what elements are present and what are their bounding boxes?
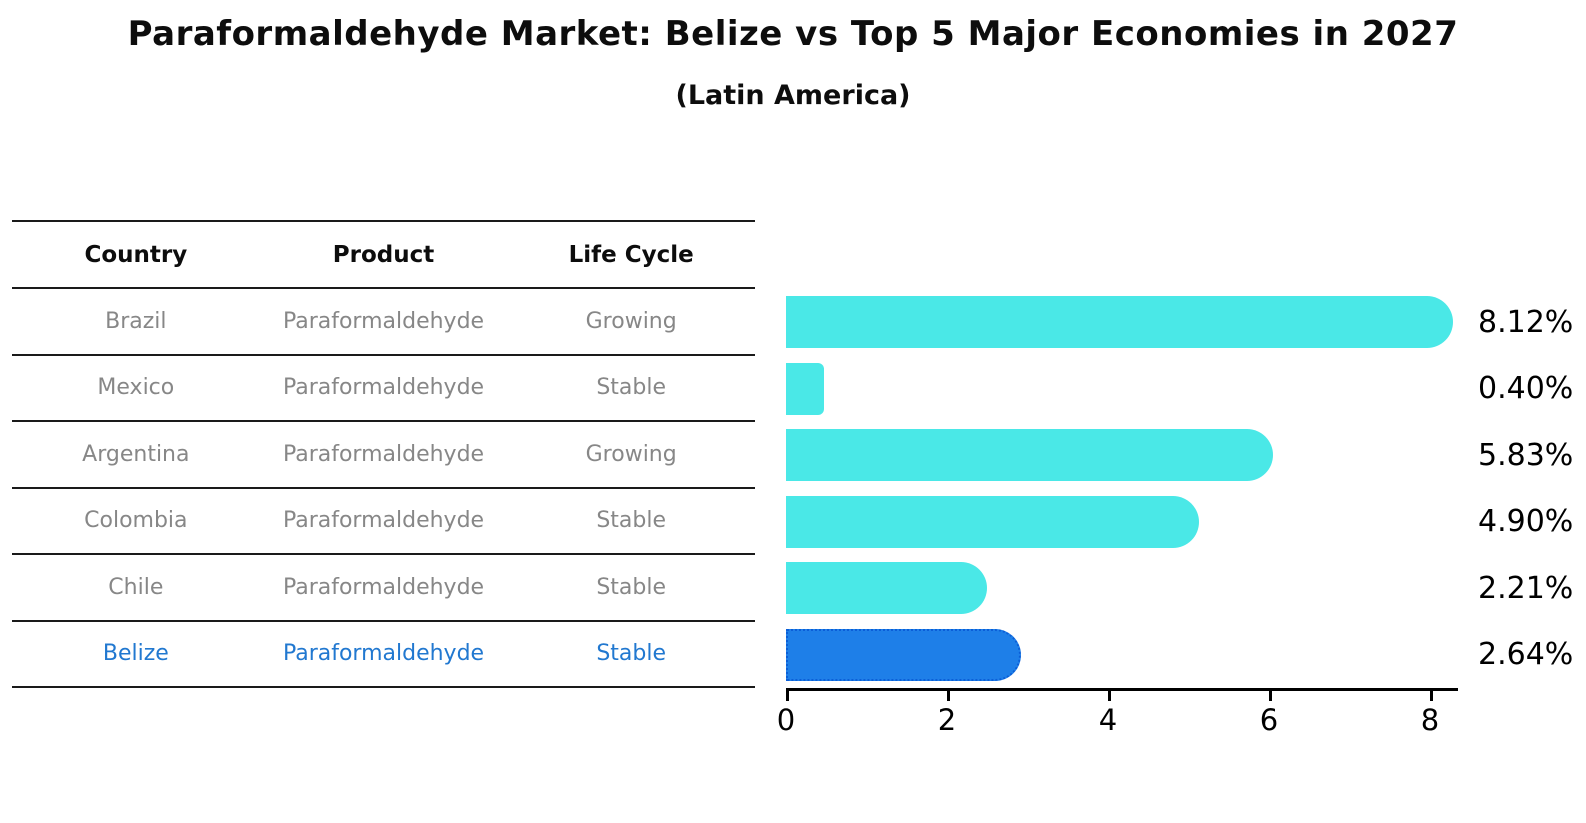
bar-chart: 8.12% 0.40% 5.83% 4.90% 2.21% 2.64% 0 2 4 6 8 [777, 289, 1586, 809]
cell-product: Paraformaldehyde [282, 641, 485, 667]
bar-highlight [786, 628, 1021, 681]
bar-value-label: 2.64% [1478, 637, 1574, 673]
cell-country: Mexico [97, 375, 175, 401]
x-axis-tick-label: 4 [1098, 703, 1118, 737]
cell-product: Paraformaldehyde [282, 574, 485, 600]
cell-life-cycle: Stable [596, 375, 667, 401]
cell-product: Paraformaldehyde [282, 508, 485, 534]
cell-product: Paraformaldehyde [282, 308, 485, 334]
bar-row: 0.40% [786, 356, 1586, 423]
x-axis-tick-label: 6 [1259, 703, 1279, 737]
bar-value-label: 5.83% [1478, 437, 1574, 473]
bar [786, 362, 824, 415]
country-table: Country Product Life Cycle Brazil Paraforma… [12, 220, 755, 688]
bar-row: 8.12% [786, 289, 1586, 356]
table-row: Mexico Paraformaldehyde Stable [12, 356, 755, 422]
x-axis-tick-label: 2 [937, 703, 957, 737]
cell-life-cycle: Stable [596, 574, 667, 600]
table-row: Argentina Paraformaldehyde Growing [12, 422, 755, 489]
cell-life-cycle: Stable [596, 508, 667, 534]
bar [786, 495, 1199, 548]
x-axis-line [786, 688, 1458, 691]
bar-value-label: 4.90% [1478, 504, 1574, 540]
cell-country: Argentina [82, 441, 190, 467]
x-axis-tick [1269, 691, 1272, 701]
table-body: Brazil Paraformaldehyde Growing Mexico Paraf… [12, 289, 755, 688]
cell-product: Paraformaldehyde [282, 375, 485, 401]
cell-life-cycle: Growing [585, 441, 677, 467]
bar-value-label: 0.40% [1478, 371, 1574, 407]
cell-country: Chile [108, 574, 164, 600]
bar-row: 5.83% [786, 422, 1586, 489]
bar-row: 2.21% [786, 555, 1586, 622]
chart-title: Paraformaldehyde Market: Belize vs Top 5… [127, 14, 1459, 54]
cell-country: Brazil [105, 308, 167, 334]
bar [786, 562, 987, 614]
chart-subtitle: (Latin America) [675, 80, 911, 111]
bar-row: 4.90% [786, 489, 1586, 556]
table-header-cell: Life Cycle [568, 241, 694, 268]
table-header-cell: Product [332, 241, 435, 268]
x-axis-tick-label: 8 [1420, 703, 1440, 737]
x-axis-tick [1108, 691, 1111, 701]
x-axis-tick-label: 0 [776, 703, 796, 737]
x-axis-tick [1430, 691, 1433, 701]
bar [786, 429, 1273, 481]
cell-country: Colombia [84, 508, 188, 534]
x-axis-tick [947, 691, 950, 701]
cell-product: Paraformaldehyde [282, 441, 485, 467]
table-header-row: Country Product Life Cycle [12, 220, 755, 289]
bar-value-label: 8.12% [1478, 304, 1574, 340]
bar [786, 296, 1453, 348]
bars-container: 8.12% 0.40% 5.83% 4.90% 2.21% 2.64% [786, 289, 1586, 688]
cell-country: Belize [102, 641, 169, 667]
cell-life-cycle: Growing [585, 308, 677, 334]
bar-row: 2.64% [786, 622, 1586, 689]
bar-value-label: 2.21% [1478, 570, 1574, 606]
x-axis-tick [786, 691, 789, 701]
table-header-cell: Country [84, 241, 188, 268]
table-row: Belize Paraformaldehyde Stable [12, 622, 755, 688]
table-row: Chile Paraformaldehyde Stable [12, 555, 755, 622]
table-row: Brazil Paraformaldehyde Growing [12, 289, 755, 356]
table-row: Colombia Paraformaldehyde Stable [12, 489, 755, 555]
cell-life-cycle: Stable [596, 641, 667, 667]
